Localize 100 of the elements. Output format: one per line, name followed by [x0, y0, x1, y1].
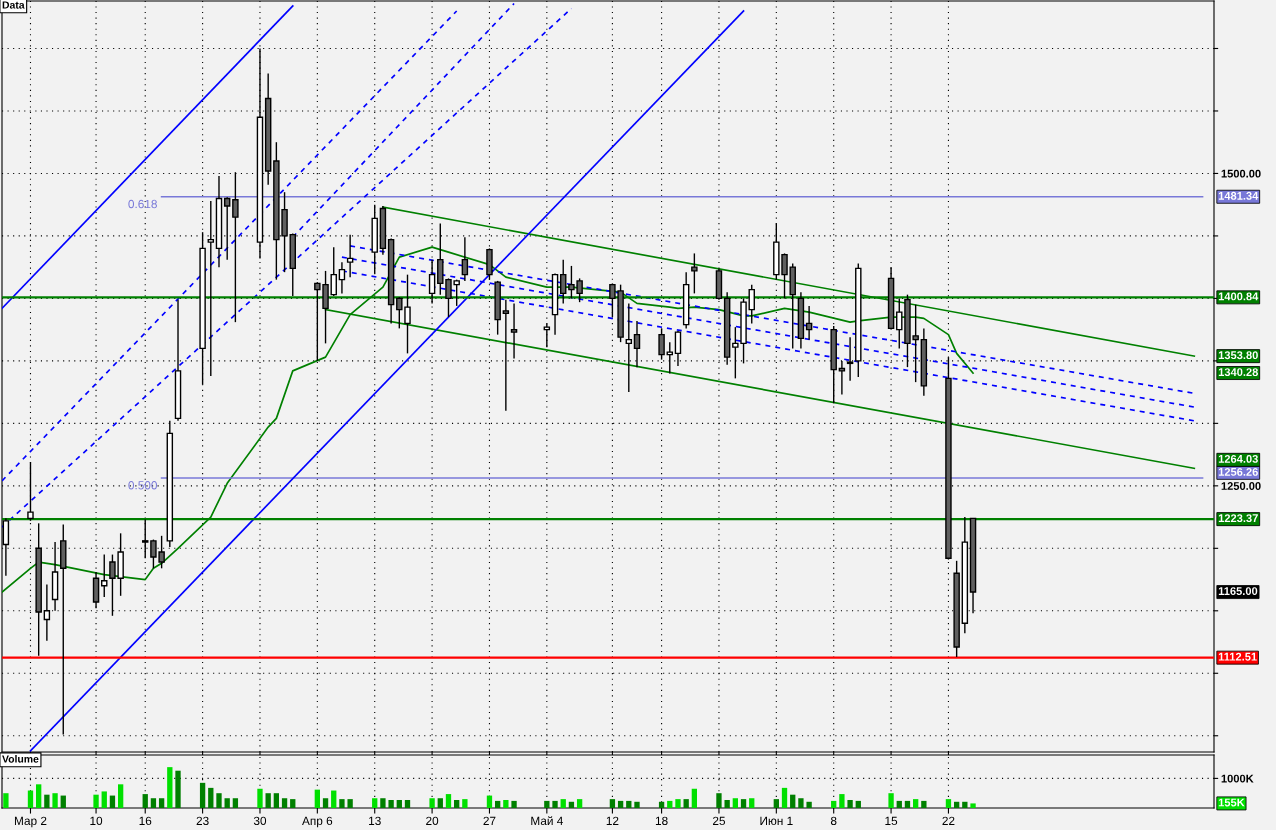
bar [544, 800, 550, 808]
bar [265, 793, 271, 808]
candlestick [346, 233, 354, 278]
y-tick-label: 1000K [1221, 774, 1254, 783]
bar [806, 801, 812, 808]
x-tick-label: 30 [253, 816, 267, 825]
bar [109, 795, 116, 808]
bar [732, 798, 739, 808]
x-tick-label: 12 [606, 816, 619, 825]
bar [609, 799, 616, 808]
bar [372, 798, 378, 808]
bar [691, 788, 698, 808]
candlestick [101, 553, 108, 598]
candlestick [207, 200, 215, 377]
bar [568, 801, 575, 808]
bar [576, 799, 583, 808]
text: 1256.26 [1218, 467, 1258, 476]
candlestick [658, 327, 665, 361]
bar [921, 800, 927, 808]
text: 1353.80 [1218, 351, 1258, 360]
bar [437, 798, 443, 808]
bar [896, 800, 902, 808]
bar [953, 801, 960, 808]
x-tick-label: 20 [426, 816, 439, 825]
text: 1340.28 [1218, 368, 1258, 377]
x-tick-label: 15 [885, 816, 898, 825]
bar [790, 794, 796, 808]
bar [773, 799, 779, 808]
y-tick-label: 1250.00 [1221, 482, 1261, 490]
chart-title: Volume [2, 755, 39, 763]
bar [142, 794, 148, 808]
bar [175, 770, 181, 808]
bar [380, 798, 386, 808]
candlestick [691, 252, 698, 295]
x-tick-label: Июн 1 [760, 816, 793, 825]
ref-line-label: 1400.84 [1218, 292, 1259, 301]
bar [683, 799, 689, 808]
bar [855, 800, 861, 808]
bar [429, 798, 435, 808]
bar [552, 800, 558, 808]
bar [617, 800, 624, 808]
bar [675, 799, 681, 808]
bar [150, 798, 157, 808]
bar [740, 799, 747, 808]
candlestick [748, 283, 755, 325]
x-tick-label: 16 [139, 816, 152, 825]
x-tick-label: 23 [196, 816, 209, 825]
ref-line-label: 1223.37 [1218, 514, 1258, 523]
text: 1165.00 [1218, 587, 1258, 596]
bar [347, 799, 353, 808]
bar [396, 800, 402, 808]
bar [232, 798, 239, 808]
bar [831, 800, 837, 808]
bar [716, 793, 722, 808]
bar [626, 800, 632, 808]
bar [454, 800, 460, 808]
bar [36, 784, 42, 808]
bar [945, 799, 952, 808]
text: 155K [1218, 798, 1245, 807]
bar [667, 800, 673, 808]
bar [503, 800, 509, 808]
bar [888, 793, 894, 808]
bar [962, 801, 968, 808]
x-tick-label: 18 [655, 816, 668, 825]
bar [167, 767, 173, 808]
x-tick-label: Май 4 [531, 816, 563, 825]
bar [216, 793, 222, 808]
text: 1264.03 [1218, 454, 1258, 463]
bar [724, 800, 730, 808]
candlestick [461, 236, 469, 282]
annotation: 0.618 [128, 199, 157, 209]
x-tick-label: 8 [830, 816, 837, 825]
bar [486, 795, 493, 808]
bar [101, 791, 107, 808]
bar [913, 799, 919, 808]
bar [495, 800, 501, 808]
bar [445, 794, 452, 808]
bar [404, 800, 411, 808]
bar [322, 798, 329, 808]
bar [199, 782, 206, 808]
bar [462, 799, 468, 808]
candlestick [27, 461, 34, 522]
bar [273, 793, 280, 808]
bar [339, 799, 345, 808]
bar [839, 794, 845, 808]
bar [634, 801, 640, 808]
bar [224, 798, 230, 808]
bar [158, 798, 165, 808]
bar [52, 793, 58, 808]
ref-line-label: 1112.51 [1218, 652, 1257, 661]
text: 1481.34 [1218, 191, 1259, 200]
bar [781, 787, 788, 808]
y-tick-label: 1500.00 [1221, 169, 1261, 178]
candlestick [338, 261, 346, 295]
candlestick [510, 302, 518, 360]
bar [208, 787, 214, 808]
x-tick-label: 27 [483, 816, 496, 825]
bar [798, 798, 804, 808]
bar [331, 790, 337, 808]
bar [27, 790, 34, 808]
